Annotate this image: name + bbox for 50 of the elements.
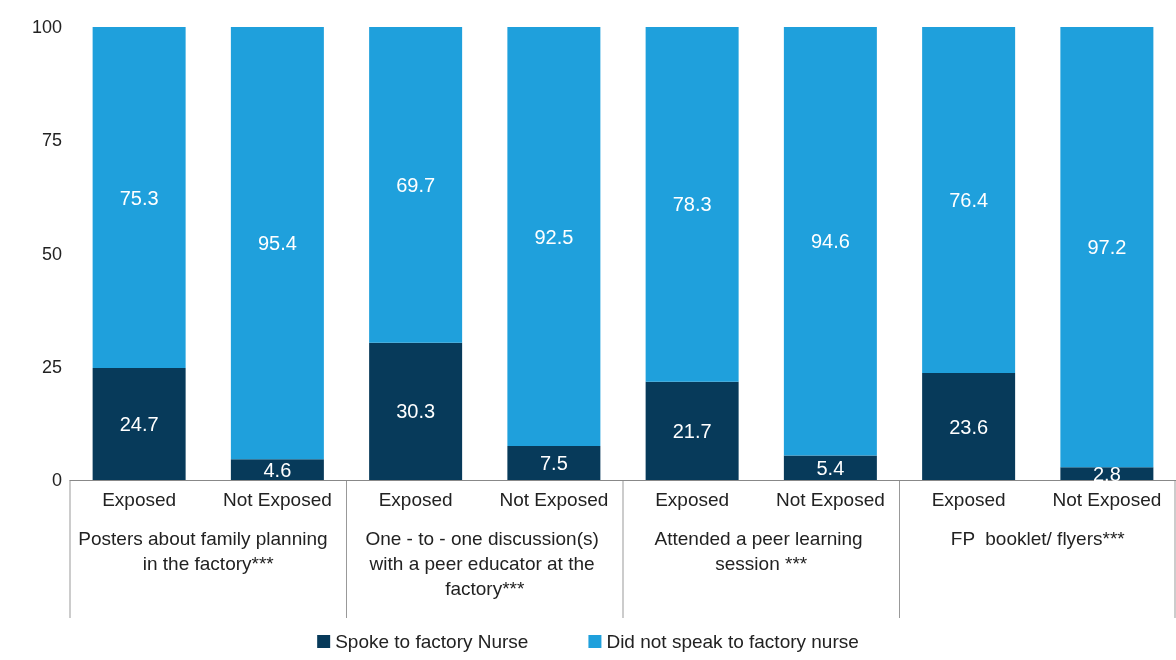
- x-tick-label: Exposed: [378, 489, 453, 510]
- y-tick-label: 50: [41, 243, 62, 264]
- bar: [922, 373, 1016, 480]
- bar: [783, 455, 877, 480]
- bar: [645, 27, 739, 382]
- bar: [369, 27, 463, 343]
- y-tick-label: 0: [51, 470, 62, 490]
- x-tick-label: Exposed: [655, 489, 730, 510]
- data-label: 4.6: [263, 458, 292, 481]
- data-label: 5.4: [816, 456, 845, 479]
- bar: [369, 342, 463, 480]
- data-label: 23.6: [949, 415, 989, 438]
- bar: [230, 27, 324, 460]
- data-label: 69.7: [396, 173, 436, 196]
- text: Attended a peer learning session ***: [654, 528, 868, 574]
- bar: [645, 381, 739, 480]
- y-tick-label: 25: [41, 356, 62, 377]
- bar: [922, 27, 1016, 374]
- data-label: 7.5: [539, 452, 568, 475]
- bar: [507, 27, 601, 447]
- x-tick-label: Not Exposed: [775, 489, 885, 510]
- data-label: 30.3: [396, 400, 436, 423]
- legend-label: Spoke to factory Nurse: [335, 631, 529, 652]
- bar: [92, 27, 186, 369]
- bar: [230, 459, 324, 480]
- data-label: 92.5: [534, 225, 574, 248]
- y-tick-label: 100: [31, 17, 62, 37]
- x-tick-label: Exposed: [102, 489, 177, 510]
- legend-label: Did not speak to factory nurse: [606, 631, 859, 652]
- bar: [92, 368, 186, 480]
- data-label: 97.2: [1087, 236, 1127, 259]
- x-tick-label: Exposed: [931, 489, 1006, 510]
- data-label: 76.4: [949, 189, 989, 212]
- text: Posters about family planning in the factory***: [78, 528, 339, 574]
- data-label: 95.4: [257, 232, 297, 255]
- text: One - to - one discussion(s) with a peer educator at the factory***: [365, 528, 605, 599]
- bar: [1060, 27, 1154, 468]
- y-tick-label: 75: [41, 130, 62, 151]
- x-tick-label: Not Exposed: [499, 489, 609, 510]
- data-label: 24.7: [119, 413, 159, 436]
- text: FP booklet/ flyers***: [950, 528, 1126, 549]
- data-label: 2.8: [1092, 462, 1121, 485]
- bar: [783, 27, 877, 456]
- data-label: 78.3: [672, 193, 712, 216]
- data-label: 94.6: [810, 230, 850, 253]
- bar: [507, 446, 601, 480]
- data-label: 21.7: [672, 419, 712, 442]
- x-tick-label: Not Exposed: [1052, 489, 1162, 510]
- x-tick-label: Not Exposed: [222, 489, 332, 510]
- data-label: 75.3: [119, 186, 159, 209]
